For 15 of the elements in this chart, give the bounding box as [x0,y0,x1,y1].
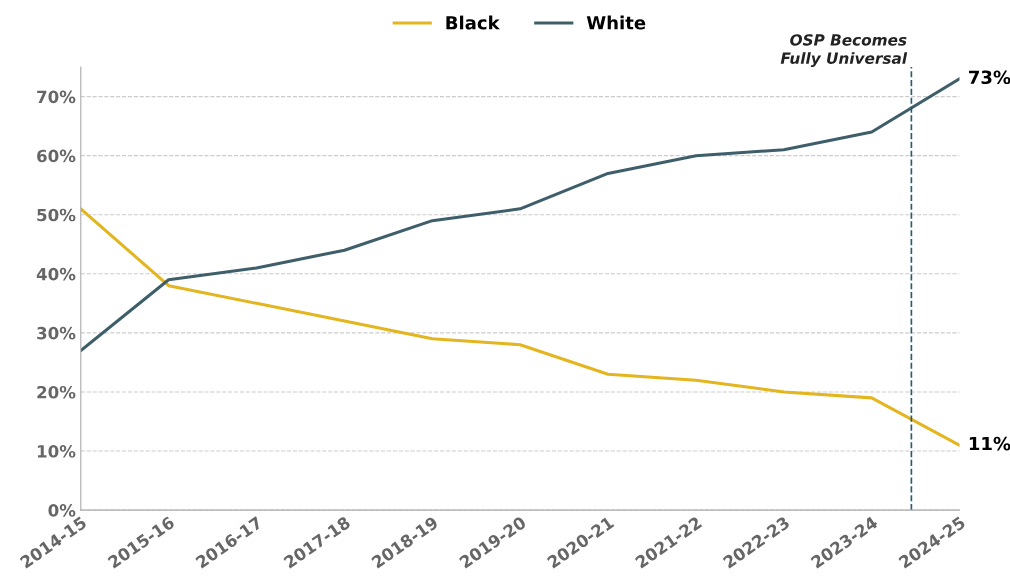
y-tick-label: 50% [37,208,76,222]
line-series [80,77,960,353]
y-tick-label: 30% [37,326,76,340]
y-tick-label: 0% [48,504,76,517]
data-label: 11% [969,436,1010,451]
y-tick-label: 70% [37,90,76,104]
y-tick-label: 40% [36,267,76,281]
line-series [80,207,960,447]
ref-line-label: OSP Becomes Fully Universal [780,34,908,68]
legend-label: Black [446,15,500,30]
y-tick-label: 20% [37,385,76,399]
data-label: 73% [969,70,1010,85]
legend-label: White [586,15,646,30]
y-tick-label: 60% [37,149,76,163]
y-tick-label: 10% [37,445,76,458]
